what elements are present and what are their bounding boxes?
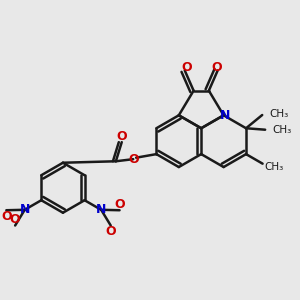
Text: O: O (105, 225, 116, 238)
Text: O: O (181, 61, 191, 74)
Text: CH₃: CH₃ (272, 125, 292, 135)
Text: N: N (20, 203, 30, 216)
Text: O: O (10, 213, 20, 226)
Text: CH₃: CH₃ (264, 162, 283, 172)
Text: CH₃: CH₃ (270, 109, 289, 118)
Text: O: O (116, 130, 127, 143)
Text: O: O (128, 153, 139, 166)
Text: O: O (114, 198, 125, 211)
Text: O: O (1, 210, 12, 223)
Text: N: N (220, 109, 230, 122)
Text: N: N (96, 203, 106, 216)
Text: O: O (211, 61, 221, 74)
